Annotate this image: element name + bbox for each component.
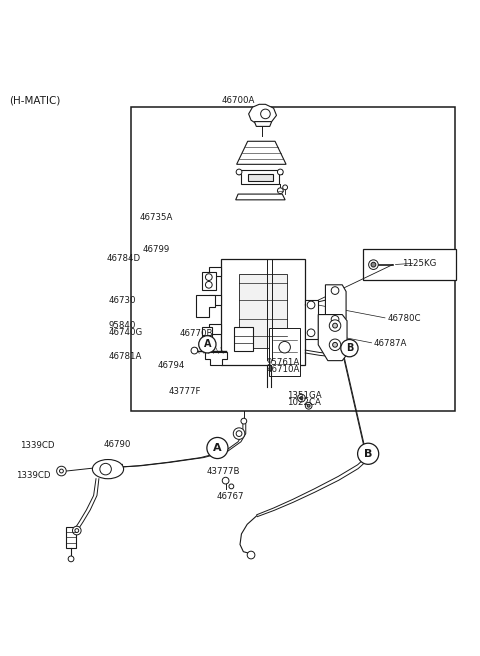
Text: A: A [204,339,211,349]
Text: 46730: 46730 [108,296,136,304]
Circle shape [371,262,376,267]
Circle shape [283,185,288,190]
Circle shape [75,529,79,533]
Text: 1339CD: 1339CD [16,472,51,480]
Circle shape [60,469,63,473]
Polygon shape [325,285,346,325]
Text: 46780C: 46780C [388,314,421,323]
Circle shape [205,281,212,288]
Polygon shape [209,324,221,334]
Polygon shape [318,315,347,361]
Circle shape [329,320,341,331]
Circle shape [233,428,245,440]
Text: 1339CD: 1339CD [20,441,55,449]
Bar [239,274,287,348]
Text: 46781A: 46781A [108,352,142,361]
Polygon shape [66,527,76,548]
Polygon shape [237,141,286,164]
Text: 46735A: 46735A [139,213,173,222]
Text: B: B [364,449,372,459]
Circle shape [307,329,315,337]
Text: 1022CA: 1022CA [287,398,321,407]
Text: 46787A: 46787A [373,339,407,348]
Circle shape [205,274,212,281]
Circle shape [277,188,283,194]
Polygon shape [249,104,276,125]
Circle shape [331,316,339,323]
Circle shape [331,287,339,295]
Circle shape [279,341,290,353]
Circle shape [229,484,234,489]
Ellipse shape [92,459,124,479]
Polygon shape [196,295,215,317]
Text: 46794: 46794 [157,361,185,371]
Text: 46710A: 46710A [267,365,300,375]
Polygon shape [209,295,221,305]
Circle shape [341,340,358,357]
Circle shape [298,394,305,402]
Circle shape [358,443,379,464]
Text: 43777F: 43777F [169,387,202,396]
Text: B: B [346,343,353,353]
Text: A: A [213,443,222,453]
Circle shape [277,169,283,175]
Polygon shape [202,272,216,289]
Text: 46770B: 46770B [180,329,214,338]
Polygon shape [248,174,273,181]
Text: 95840: 95840 [108,321,136,329]
Polygon shape [236,194,285,200]
Circle shape [329,339,341,350]
Text: 46740G: 46740G [108,328,143,337]
Circle shape [207,438,228,459]
Text: 46767: 46767 [217,493,244,501]
Bar [131,107,455,411]
Circle shape [57,466,66,476]
Circle shape [72,526,81,535]
Circle shape [100,463,111,475]
Text: 46700A: 46700A [221,96,255,105]
Circle shape [369,260,378,270]
Bar [269,328,300,376]
Circle shape [333,323,337,328]
Circle shape [300,397,303,400]
Text: 46784D: 46784D [107,254,141,263]
Text: 43777B: 43777B [206,468,240,476]
Circle shape [307,301,315,309]
Circle shape [241,419,247,424]
Polygon shape [202,327,212,343]
Circle shape [236,169,242,175]
Text: (H-MATIC): (H-MATIC) [9,96,60,106]
Polygon shape [305,300,318,338]
Text: 95761A: 95761A [267,358,300,367]
Circle shape [333,342,337,347]
Text: 1125KG: 1125KG [402,258,437,268]
Bar [221,259,305,365]
Circle shape [307,404,310,407]
Circle shape [191,347,198,354]
Circle shape [68,556,74,562]
Bar [363,249,456,280]
Circle shape [222,478,229,484]
Polygon shape [234,327,253,350]
Circle shape [247,551,255,559]
Polygon shape [205,352,227,365]
Text: 46790: 46790 [103,440,131,449]
Circle shape [199,336,216,353]
Circle shape [261,109,270,119]
Circle shape [236,431,242,436]
Circle shape [305,402,312,409]
Polygon shape [254,121,272,127]
Text: 46799: 46799 [143,245,170,254]
Polygon shape [209,266,221,276]
Polygon shape [238,170,282,184]
Text: 1351GA: 1351GA [287,391,322,400]
